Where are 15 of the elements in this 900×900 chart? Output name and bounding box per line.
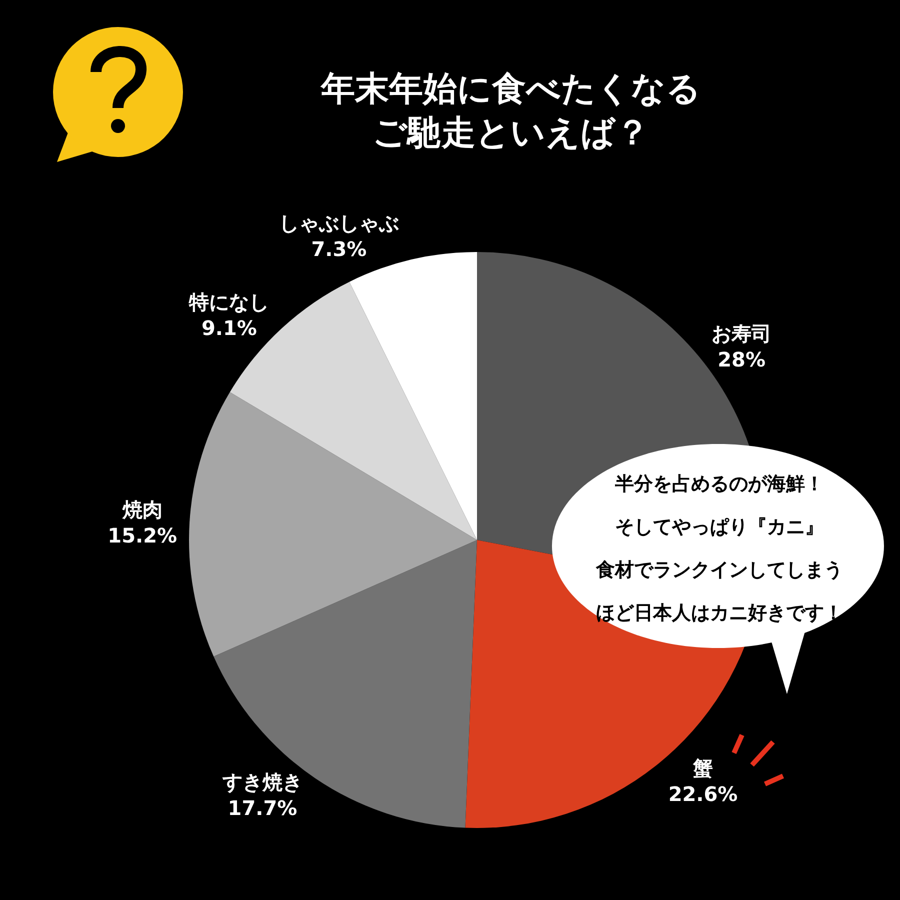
slice-label: お寿司	[712, 321, 772, 346]
data-label: 17.7%	[228, 796, 298, 820]
data-label: 22.6%	[668, 782, 738, 806]
data-label: 28%	[718, 347, 766, 372]
slice-label: 特になし	[188, 290, 270, 314]
data-label: 7.3%	[311, 236, 367, 261]
data-label: 15.2%	[108, 523, 178, 548]
slice-label: 焼肉	[121, 497, 162, 522]
chart-title: 年末年始に食べたくなるご馳走といえば？	[320, 69, 701, 154]
slice-label: すき焼き	[221, 770, 302, 794]
data-label: 9.1%	[201, 316, 257, 340]
pie-slice	[214, 540, 477, 828]
slice-label: 蟹	[692, 756, 713, 780]
slice-label: しゃぶしゃぶ	[278, 210, 399, 235]
pie-slice	[189, 392, 477, 657]
